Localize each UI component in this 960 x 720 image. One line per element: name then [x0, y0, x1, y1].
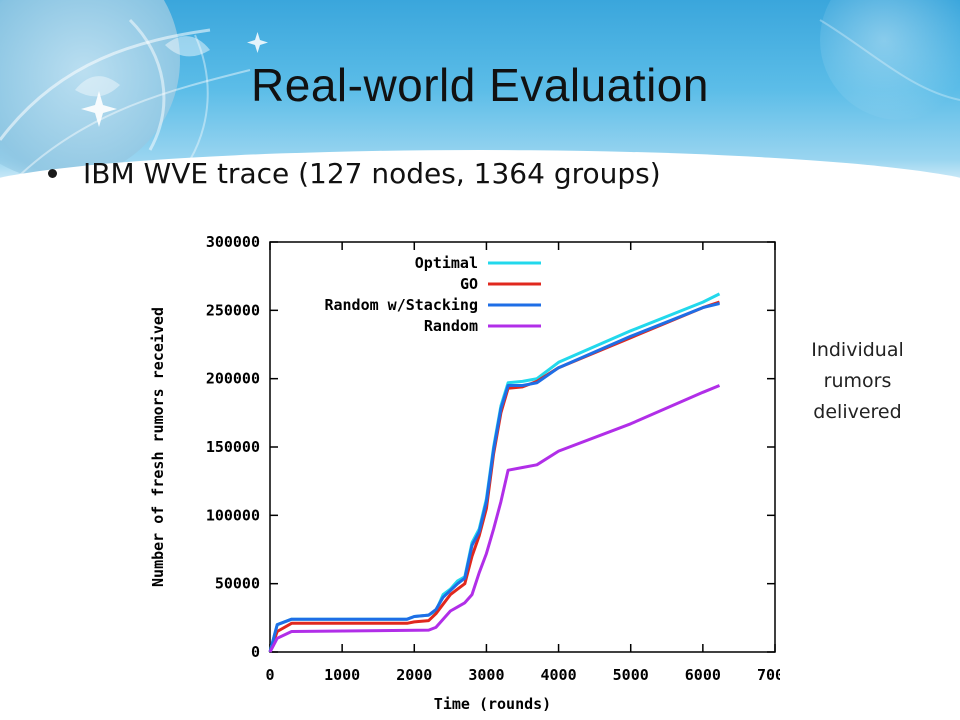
x-axis-label: Time (rounds): [434, 695, 551, 713]
y-tick-label: 100000: [206, 506, 260, 524]
x-tick-label: 7000: [757, 666, 780, 684]
header-wave: [0, 150, 960, 240]
y-tick-label: 0: [251, 643, 260, 661]
side-note-line: Individual: [811, 339, 904, 361]
side-note-line: rumors: [823, 370, 892, 392]
y-axis-label: Number of fresh rumors received: [149, 307, 167, 587]
y-tick-label: 250000: [206, 301, 260, 319]
x-tick-label: 1000: [324, 666, 360, 684]
side-note: Individual rumors delivered: [790, 335, 925, 428]
bullet-item: IBM WVE trace (127 nodes, 1364 groups): [48, 157, 661, 190]
bullet-text: IBM WVE trace (127 nodes, 1364 groups): [83, 157, 661, 190]
floral-decoration: [0, 18, 960, 176]
y-tick-label: 150000: [206, 438, 260, 456]
legend-label: Random: [424, 317, 478, 335]
slide-title: Real-world Evaluation: [251, 59, 709, 111]
x-tick-label: 2000: [396, 666, 432, 684]
x-tick-label: 4000: [541, 666, 577, 684]
legend-label: GO: [460, 275, 478, 293]
series-line: [268, 292, 721, 653]
y-tick-label: 200000: [206, 370, 260, 388]
y-tick-label: 300000: [206, 233, 260, 251]
line-chart: 0 50000 100000 150000 200000 250000 300000 0 100…: [149, 233, 780, 713]
series-line: [268, 300, 720, 653]
x-tick-label: 3000: [468, 666, 504, 684]
legend-label: Random w/Stacking: [324, 296, 478, 314]
series-line: [268, 302, 720, 653]
side-note-line: delivered: [813, 401, 902, 423]
x-tick-label: 0: [265, 666, 274, 684]
y-tick-label: 50000: [215, 575, 260, 593]
x-tick-label: 6000: [685, 666, 721, 684]
legend-label: Optimal: [415, 254, 478, 272]
x-tick-label: 5000: [613, 666, 649, 684]
bullet-icon: [48, 169, 57, 178]
series-line: [268, 384, 721, 653]
